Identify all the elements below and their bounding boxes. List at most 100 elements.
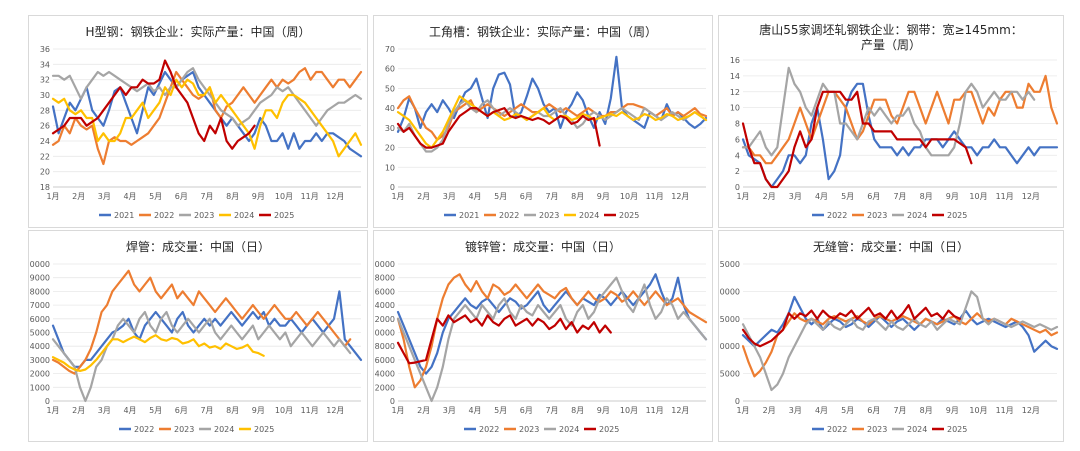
x-tick-label: 3月 bbox=[98, 192, 111, 201]
x-tick-label: 8月 bbox=[571, 406, 584, 415]
legend-label: 2023 bbox=[174, 425, 194, 434]
y-tick-label: 28 bbox=[40, 106, 50, 115]
y-tick-label: 16000 bbox=[374, 287, 395, 296]
x-tick-label: 9月 bbox=[597, 406, 610, 415]
y-tick-label: 20 bbox=[40, 168, 50, 177]
x-tick-label: 6月 bbox=[867, 192, 880, 201]
legend-label: 2024 bbox=[234, 211, 254, 220]
x-tick-label: 6月 bbox=[520, 192, 533, 201]
x-tick-label: 2月 bbox=[72, 192, 85, 201]
chart-panel-6: 无缝管：成交量：中国（日） 0 5000 10000 15000 20000 25000 1月… bbox=[718, 230, 1064, 442]
legend-label: 2022 bbox=[827, 211, 847, 220]
x-tick-label: 1月 bbox=[736, 192, 749, 201]
y-tick-label: 2000 bbox=[30, 370, 50, 379]
chart-svg: 0 2 4 6 8 10 12 14 16 1月 2月 3月 4月 5月 6月 7月 8月 9月 10月 11月 12月… bbox=[730, 56, 1059, 220]
y-tick-label: 5000 bbox=[30, 329, 50, 338]
x-tick-label: 12月 bbox=[671, 406, 689, 415]
series-line-2024 bbox=[51, 78, 363, 158]
x-tick-label: 8月 bbox=[920, 406, 933, 415]
legend-label: 2022 bbox=[479, 425, 499, 434]
x-tick-label: 9月 bbox=[252, 192, 265, 201]
y-tick-label: 9000 bbox=[30, 274, 50, 283]
y-tick-label: 20000 bbox=[374, 260, 395, 269]
x-tick-label: 6月 bbox=[867, 406, 880, 415]
y-tick-label: 0 bbox=[45, 397, 50, 406]
x-tick-label: 7月 bbox=[200, 192, 213, 201]
series-line-2022 bbox=[741, 295, 1059, 353]
x-tick-label: 10月 bbox=[620, 192, 638, 201]
y-tick-label: 18000 bbox=[374, 274, 395, 283]
x-tick-label: 4月 bbox=[468, 406, 481, 415]
series-line-2025 bbox=[741, 303, 961, 348]
x-tick-label: 7月 bbox=[200, 406, 213, 415]
x-tick-label: 10月 bbox=[969, 406, 987, 415]
chart-panel-1: H型钢：钢铁企业：实际产量：中国（周） 18 20 22 24 26 28 30 32 34 36 1… bbox=[28, 15, 368, 228]
x-tick-label: 2月 bbox=[763, 192, 776, 201]
x-tick-label: 1月 bbox=[736, 406, 749, 415]
legend-label: 2025 bbox=[254, 425, 274, 434]
y-tick-label: 8000 bbox=[30, 287, 50, 296]
y-tick-label: 12000 bbox=[374, 315, 395, 324]
x-tick-label: 2月 bbox=[763, 406, 776, 415]
x-tick-label: 5月 bbox=[841, 192, 854, 201]
x-tick-label: 1月 bbox=[46, 192, 59, 201]
y-tick-label: 14000 bbox=[374, 301, 395, 310]
y-tick-label: 4 bbox=[735, 151, 740, 160]
y-tick-label: 32 bbox=[40, 76, 50, 85]
y-tick-label: 25000 bbox=[719, 260, 740, 269]
y-tick-label: 18 bbox=[40, 183, 50, 192]
x-tick-label: 5月 bbox=[494, 406, 507, 415]
x-tick-label: 5月 bbox=[149, 192, 162, 201]
legend-label: 2022 bbox=[134, 425, 154, 434]
series-line-2023 bbox=[396, 273, 708, 389]
legend-label: 2025 bbox=[947, 425, 967, 434]
y-tick-label: 24 bbox=[40, 137, 50, 146]
x-tick-label: 4月 bbox=[468, 192, 481, 201]
y-tick-label: 6000 bbox=[30, 315, 50, 324]
series-line-2025 bbox=[51, 334, 265, 372]
chart-title: H型钢：钢铁企业：实际产量：中国（周） bbox=[29, 25, 367, 40]
x-tick-label: 6月 bbox=[175, 406, 188, 415]
x-tick-label: 7月 bbox=[545, 406, 558, 415]
y-tick-label: 6000 bbox=[375, 356, 395, 365]
x-tick-label: 3月 bbox=[789, 406, 802, 415]
legend-label: 2023 bbox=[539, 211, 559, 220]
y-tick-label: 0 bbox=[390, 183, 395, 192]
legend-label: 2024 bbox=[214, 425, 234, 434]
legend-label: 2022 bbox=[154, 211, 174, 220]
x-tick-label: 12月 bbox=[671, 192, 689, 201]
chart-panel-5: 镀锌管：成交量：中国（日） 0 2000 4000 6000 8000 10000 12000… bbox=[373, 230, 713, 442]
y-tick-label: 30 bbox=[40, 91, 50, 100]
y-tick-label: 20 bbox=[385, 144, 395, 153]
y-tick-label: 7000 bbox=[30, 301, 50, 310]
x-tick-label: 1月 bbox=[46, 406, 59, 415]
series-line-2024 bbox=[396, 95, 708, 149]
chart-title: 无缝管：成交量：中国（日） bbox=[719, 240, 1063, 255]
series-line-2021 bbox=[396, 55, 708, 133]
legend-label: 2024 bbox=[559, 425, 579, 434]
x-tick-label: 1月 bbox=[391, 192, 404, 201]
y-tick-label: 20000 bbox=[719, 287, 740, 296]
x-tick-label: 6月 bbox=[175, 192, 188, 201]
x-tick-label: 4月 bbox=[815, 406, 828, 415]
legend-label: 2024 bbox=[907, 211, 927, 220]
x-tick-label: 6月 bbox=[520, 406, 533, 415]
y-tick-label: 0 bbox=[735, 397, 740, 406]
series-line-2023 bbox=[396, 99, 708, 153]
y-tick-label: 4000 bbox=[30, 342, 50, 351]
x-tick-label: 10月 bbox=[275, 406, 293, 415]
y-tick-label: 8 bbox=[735, 120, 740, 129]
x-tick-label: 11月 bbox=[646, 406, 664, 415]
y-tick-label: 10 bbox=[385, 163, 395, 172]
x-tick-label: 2月 bbox=[417, 192, 430, 201]
x-tick-label: 4月 bbox=[123, 192, 136, 201]
legend-label: 2023 bbox=[867, 211, 887, 220]
legend-label: 2024 bbox=[907, 425, 927, 434]
series-line-2024 bbox=[396, 276, 708, 403]
y-tick-label: 2 bbox=[735, 167, 740, 176]
x-tick-label: 11月 bbox=[646, 192, 664, 201]
legend-label: 2025 bbox=[619, 211, 639, 220]
x-tick-label: 1月 bbox=[391, 406, 404, 415]
